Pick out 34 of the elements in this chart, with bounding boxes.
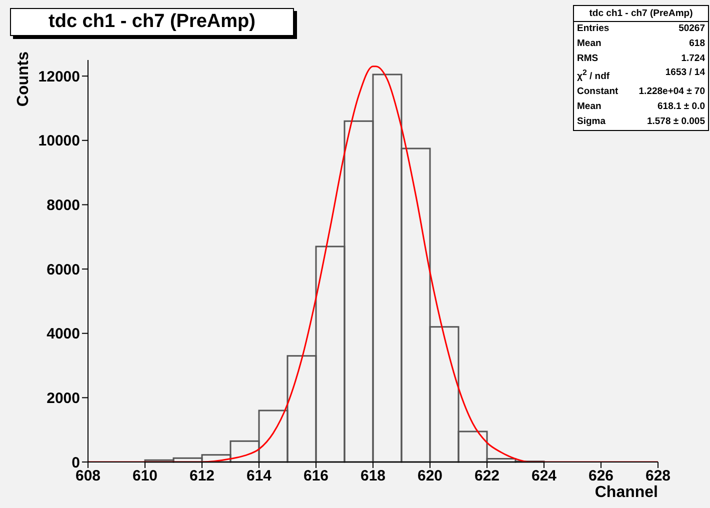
y-tick-label: 12000: [38, 68, 80, 86]
y-tick-label: 2000: [46, 390, 80, 408]
y-tick-label: 10000: [38, 132, 80, 150]
x-tick-label: 622: [474, 468, 500, 485]
x-axis-title: Channel: [594, 484, 658, 502]
chart-title: tdc ch1 - ch7 (PreAmp): [10, 8, 294, 36]
y-axis-title: Counts: [15, 50, 33, 109]
y-tick-label: 4000: [46, 326, 80, 343]
x-tick-label: 616: [303, 468, 329, 485]
annotation: RMS: [577, 52, 598, 66]
x-tick-label: 610: [132, 468, 158, 485]
annotation: 618.1 ± 0.0: [658, 100, 705, 114]
text: 1653 / 14: [665, 66, 705, 80]
text: 1.724: [681, 52, 705, 66]
text: Entries: [577, 22, 610, 36]
text: 618: [689, 36, 705, 51]
x-tick-label: 624: [531, 468, 558, 485]
x-tick-label: 620: [417, 468, 443, 485]
text: Mean: [577, 36, 602, 51]
annotation: 1.578 ± 0.005: [646, 114, 705, 129]
x-tick-label: 626: [588, 468, 614, 485]
text: tdc ch1 - ch7 (PreAmp): [574, 6, 708, 22]
x-tick-label: 614: [246, 468, 272, 485]
x-tick-label: 612: [189, 468, 215, 485]
annotation: 1.228e+04 ± 70: [638, 85, 705, 100]
annotation: Sigma: [577, 114, 606, 129]
annotation: Constant: [577, 85, 618, 100]
annotation: Mean: [577, 100, 602, 114]
x-tick-label: 618: [360, 468, 386, 485]
x-tick-label: 628: [645, 468, 671, 485]
text: 50267: [678, 22, 705, 36]
annotation: χ$^{2}$ / ndf: [577, 67, 610, 85]
y-tick-label: 6000: [46, 261, 80, 278]
y-tick-label: 8000: [46, 197, 80, 214]
